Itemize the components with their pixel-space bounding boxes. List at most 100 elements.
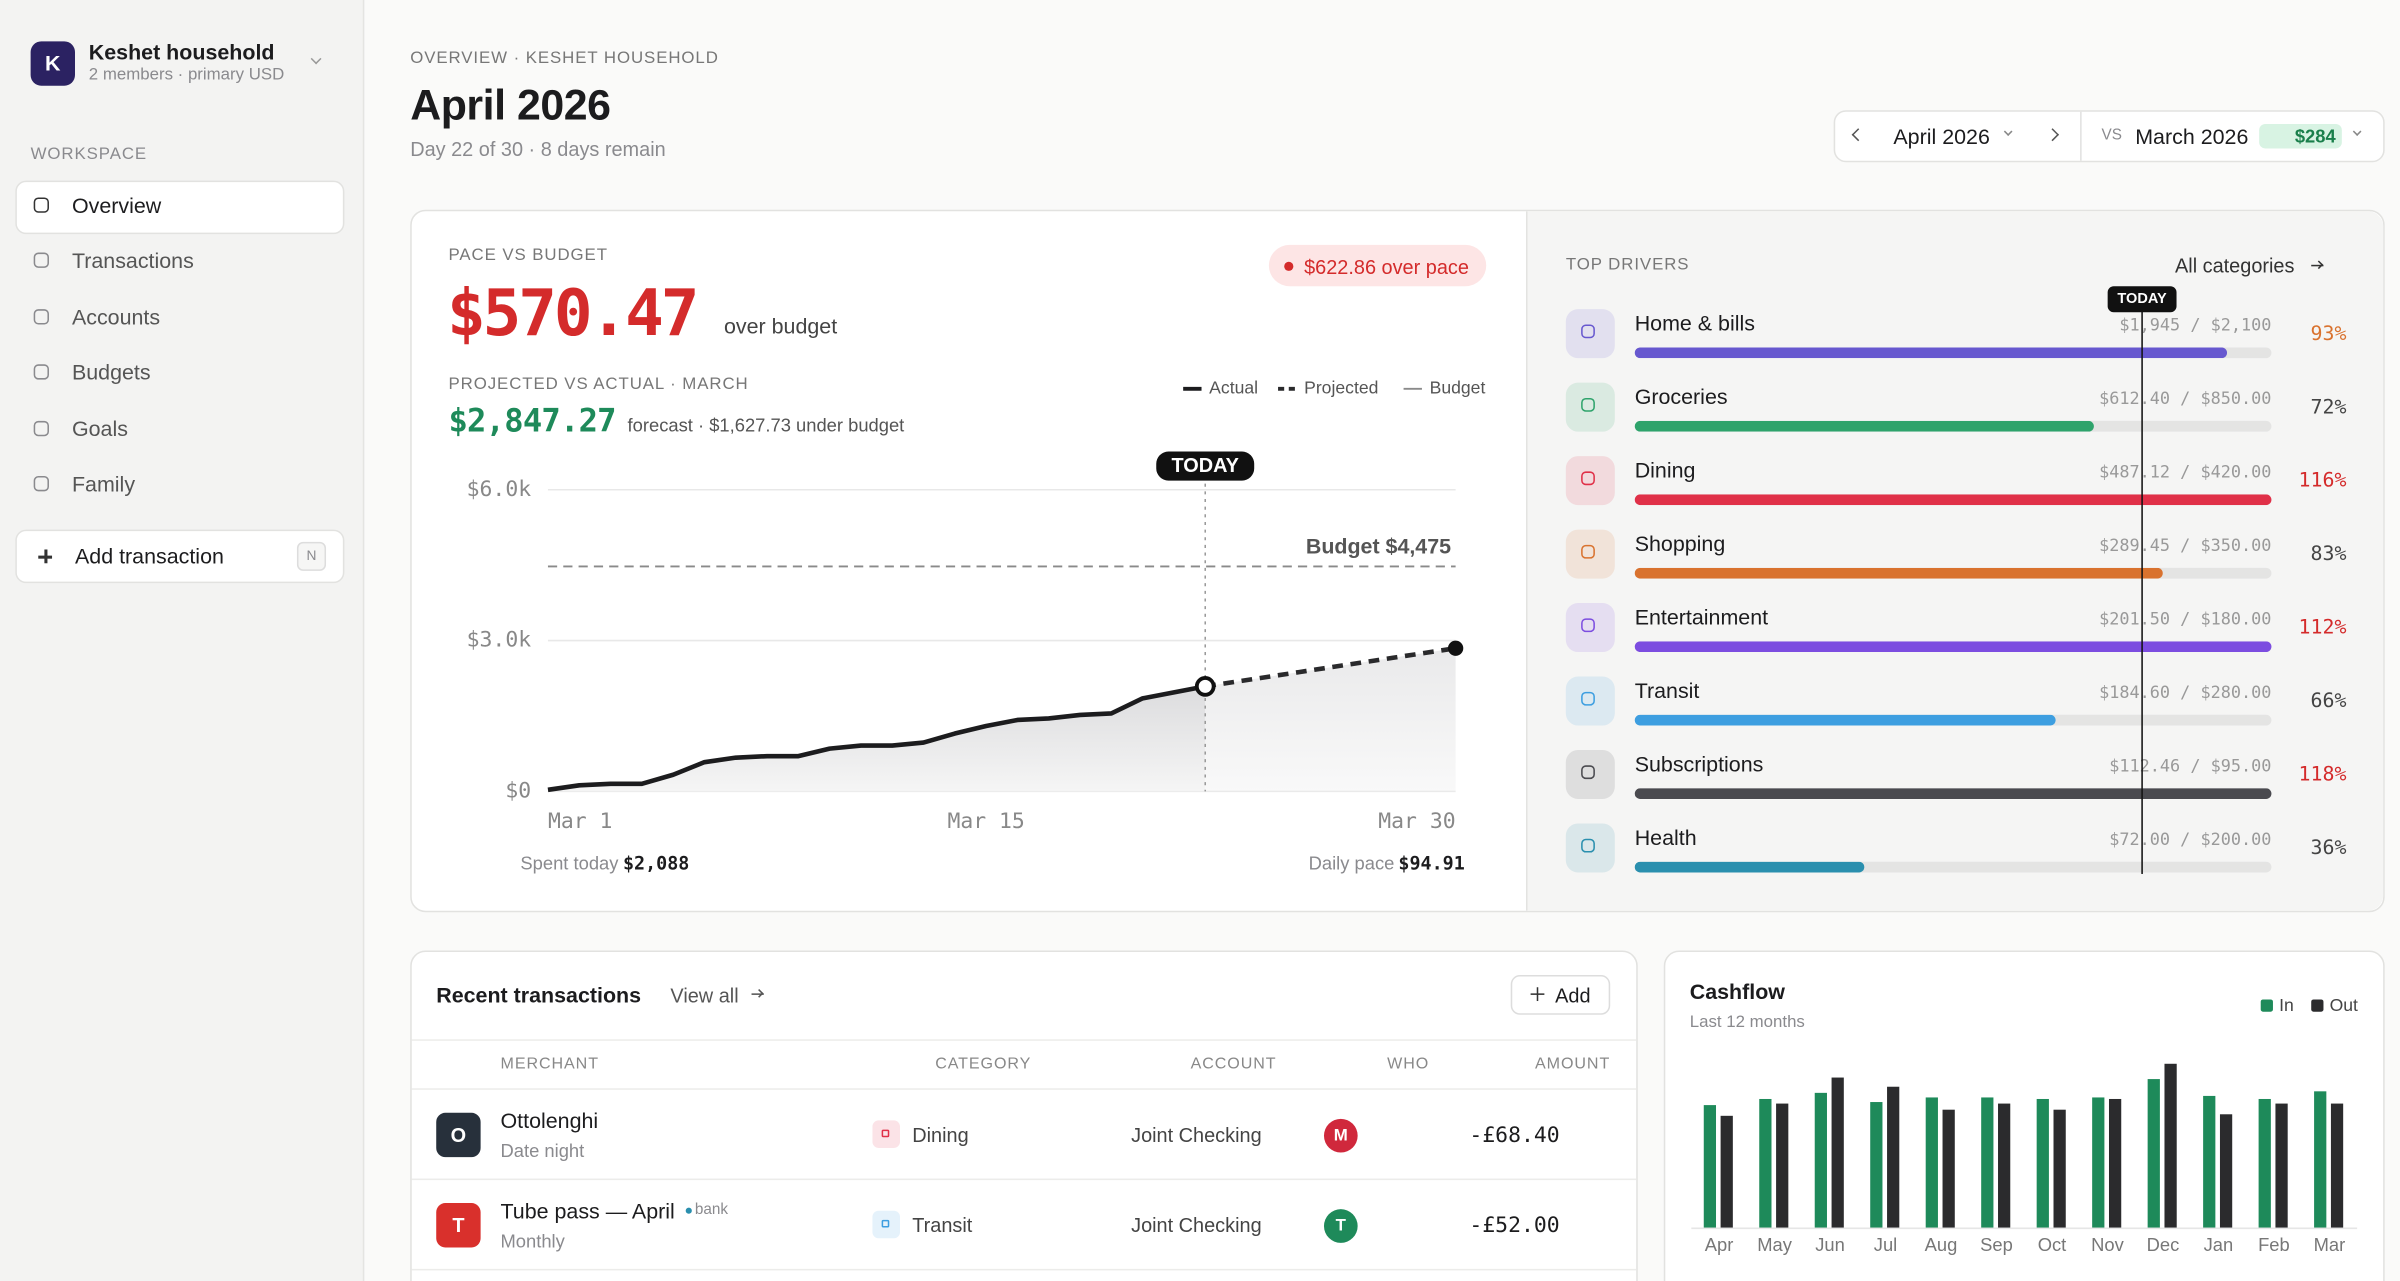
category-amount: $612.40 / $850.00 xyxy=(2099,389,2272,409)
section-label: WORKSPACE xyxy=(30,145,148,165)
bar xyxy=(2108,1098,2122,1228)
category-glyph xyxy=(1581,691,1595,706)
progress-bar xyxy=(1634,420,2094,432)
nav-icon xyxy=(33,309,49,325)
x-tick-label: May xyxy=(1757,1234,1793,1255)
bar xyxy=(2147,1079,2160,1228)
card-title: Recent transactions xyxy=(436,983,642,1008)
chart-title: Cashflow xyxy=(1690,980,1785,1004)
nav-item[interactable]: Family xyxy=(71,471,136,497)
x-tick-label: Nov xyxy=(2091,1234,2124,1255)
legend-label: Out xyxy=(2330,995,2358,1015)
nav-icon xyxy=(33,420,49,437)
arrow xyxy=(751,993,764,996)
nav-item[interactable]: Overview xyxy=(71,193,162,218)
nav-item[interactable]: Accounts xyxy=(71,305,161,330)
category-amount: $72.00 / $200.00 xyxy=(2109,829,2272,850)
category-icon xyxy=(1565,456,1615,506)
daily-pace-label: Daily pace xyxy=(1308,851,1395,874)
category-pct: 118% xyxy=(2298,763,2347,787)
progress-bar xyxy=(1634,788,2272,799)
column-header: MERCHANT xyxy=(500,1055,599,1074)
today-pill xyxy=(1156,451,1255,481)
category-amount: $487.12 / $420.00 xyxy=(2099,462,2272,483)
bar xyxy=(1776,1103,1789,1228)
avatar[interactable] xyxy=(30,41,75,86)
x-tick-label: Jul xyxy=(1874,1234,1897,1255)
add-transaction-button[interactable] xyxy=(15,529,345,584)
y-tick-label: $0 xyxy=(505,778,531,803)
vs: VS xyxy=(2101,126,2122,144)
view-all[interactable]: View all xyxy=(670,984,739,1008)
bar xyxy=(1998,1103,2011,1228)
progress-track xyxy=(1634,494,2272,506)
pace-amount: $570.47 xyxy=(446,275,700,351)
spent-today-value: $2,088 xyxy=(622,851,690,874)
column-header: ACCOUNT xyxy=(1190,1055,1277,1074)
category-amount: $184.60 / $280.00 xyxy=(2099,682,2272,703)
drivers-link[interactable]: All categories xyxy=(2174,253,2295,277)
x-tick-label: Mar xyxy=(2314,1234,2346,1255)
projected-note: forecast · $1,627.73 under budget xyxy=(627,414,905,436)
category-name: Groceries xyxy=(1634,384,1728,410)
compare-period: March 2026 xyxy=(2135,124,2249,149)
progress-bar xyxy=(1634,861,1864,873)
add-transaction[interactable]: Add transaction xyxy=(74,543,224,569)
drivers-label: TOP DRIVERS xyxy=(1565,255,1690,275)
page-subtitle: Day 22 of 30 · 8 days remain xyxy=(410,137,666,161)
category-glyph xyxy=(1581,324,1595,339)
y-tick-label: $6.0k xyxy=(467,477,532,502)
divider xyxy=(2080,111,2082,161)
category-glyph xyxy=(1581,397,1595,412)
bar xyxy=(2314,1091,2327,1228)
who: M xyxy=(1333,1126,1348,1145)
bar xyxy=(1942,1109,1955,1228)
progress-track xyxy=(1634,788,2272,799)
bar xyxy=(1981,1097,1994,1228)
account: Joint Checking xyxy=(1131,1213,1262,1237)
merchant-avatar xyxy=(436,1112,481,1158)
add-button[interactable] xyxy=(1510,974,1611,1015)
series-line xyxy=(547,684,1206,793)
budget-label: Budget $4,475 xyxy=(1306,535,1451,559)
column-header: AMOUNT xyxy=(1535,1055,1611,1074)
nav-item[interactable]: Budgets xyxy=(71,360,151,385)
category-pct: 116% xyxy=(2298,469,2347,493)
category-icon xyxy=(1565,603,1615,653)
bar xyxy=(2053,1109,2066,1228)
bar xyxy=(2219,1114,2233,1228)
area xyxy=(1205,648,1456,792)
nav-item[interactable]: Transactions xyxy=(71,248,194,273)
progress-track xyxy=(1634,567,2272,579)
bar xyxy=(2164,1063,2177,1228)
legend-swatch xyxy=(2311,999,2324,1012)
nav-item[interactable]: Goals xyxy=(71,416,128,442)
today-pill xyxy=(2107,286,2177,313)
category: Transit xyxy=(912,1213,973,1237)
who-avatar xyxy=(1323,1209,1358,1243)
nav-active[interactable] xyxy=(15,180,345,235)
legend-label: Actual xyxy=(1209,377,1258,397)
y-tick-label: $3.0k xyxy=(467,628,532,653)
category-icon xyxy=(1565,309,1615,359)
row-divider xyxy=(411,1039,1637,1041)
category-icon xyxy=(1565,823,1615,873)
bar xyxy=(2036,1098,2049,1228)
category-amount: $1,945 / $2,100 xyxy=(2119,315,2272,336)
bar xyxy=(2258,1098,2271,1228)
account: Joint Checking xyxy=(1131,1123,1262,1147)
column-header: WHO xyxy=(1387,1055,1430,1074)
x-tick-label: Oct xyxy=(2038,1234,2067,1255)
category-icon xyxy=(1565,676,1615,726)
category-pct: 66% xyxy=(2310,690,2347,714)
progress-bar xyxy=(1634,567,2164,579)
progress-track xyxy=(1634,420,2272,432)
category-icon xyxy=(1565,382,1615,432)
x-tick-label: Aug xyxy=(1925,1234,1958,1255)
add-label[interactable]: Add xyxy=(1555,984,1591,1008)
badge-text: $622.86 over pace xyxy=(1304,255,1469,279)
merchant-initial: O xyxy=(450,1123,467,1147)
x-tick-label: Sep xyxy=(1980,1234,2013,1255)
projected-amount: $2,847.27 xyxy=(448,402,616,440)
